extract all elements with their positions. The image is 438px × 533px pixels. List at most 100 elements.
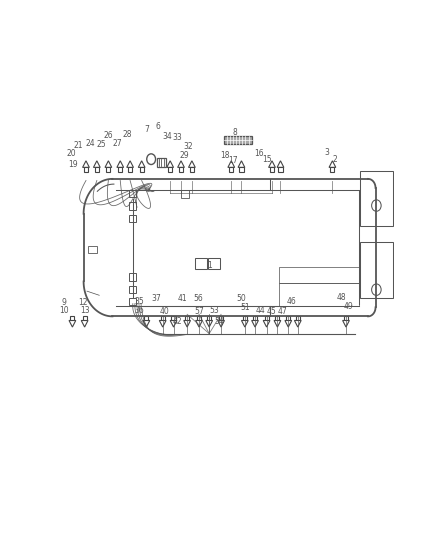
Polygon shape	[329, 161, 336, 167]
Bar	[130, 190, 136, 197]
Polygon shape	[105, 161, 112, 167]
Bar	[279, 167, 283, 172]
Text: 6: 6	[155, 122, 160, 131]
Bar	[181, 190, 189, 198]
Text: 19: 19	[68, 159, 78, 168]
Bar	[71, 316, 74, 320]
Bar	[88, 246, 96, 253]
Bar	[140, 167, 144, 172]
Polygon shape	[83, 161, 89, 167]
Bar	[276, 316, 279, 320]
Bar	[118, 167, 122, 172]
Bar	[296, 316, 300, 320]
Polygon shape	[170, 320, 177, 327]
Text: 54: 54	[215, 317, 225, 326]
Bar	[172, 316, 176, 320]
Polygon shape	[184, 320, 191, 327]
Bar	[190, 167, 194, 172]
Bar	[106, 167, 110, 172]
Bar	[219, 316, 223, 320]
Text: 46: 46	[286, 297, 296, 306]
Text: 41: 41	[177, 294, 187, 303]
Polygon shape	[228, 161, 235, 167]
Text: 34: 34	[162, 132, 172, 141]
Bar	[168, 167, 172, 172]
Text: 26: 26	[103, 131, 113, 140]
Polygon shape	[127, 161, 134, 167]
Text: 1: 1	[207, 261, 212, 270]
Polygon shape	[218, 320, 224, 327]
Text: 13: 13	[81, 306, 90, 314]
Text: 45: 45	[266, 306, 276, 316]
Polygon shape	[143, 320, 150, 327]
Text: 16: 16	[254, 149, 264, 158]
Polygon shape	[294, 320, 301, 327]
Bar	[279, 266, 359, 283]
Text: 50: 50	[237, 294, 246, 303]
Bar	[344, 316, 348, 320]
Text: 35: 35	[134, 297, 144, 306]
Text: 49: 49	[343, 302, 353, 311]
Bar	[330, 167, 335, 172]
Polygon shape	[188, 161, 195, 167]
Text: 20: 20	[67, 149, 77, 158]
Bar	[185, 316, 189, 320]
Text: 18: 18	[220, 150, 230, 159]
Text: 21: 21	[73, 141, 83, 150]
Text: 9: 9	[61, 298, 66, 308]
Polygon shape	[263, 320, 270, 327]
Text: 10: 10	[59, 306, 68, 314]
Text: 17: 17	[228, 156, 237, 165]
Text: 3: 3	[325, 148, 329, 157]
Polygon shape	[178, 161, 184, 167]
Bar	[286, 316, 290, 320]
Text: 33: 33	[172, 133, 182, 142]
Text: 48: 48	[336, 293, 346, 302]
Polygon shape	[159, 320, 166, 327]
Polygon shape	[69, 320, 76, 327]
Text: 7: 7	[144, 125, 149, 134]
Polygon shape	[343, 320, 350, 327]
Text: 32: 32	[184, 142, 193, 150]
Polygon shape	[206, 320, 212, 327]
Bar	[279, 283, 359, 306]
Text: 40: 40	[160, 306, 170, 316]
Bar	[145, 316, 148, 320]
Text: 37: 37	[152, 294, 162, 303]
Bar	[179, 167, 183, 172]
Bar	[95, 167, 99, 172]
Bar	[265, 316, 268, 320]
Bar	[161, 316, 165, 320]
Text: 28: 28	[122, 130, 132, 139]
Text: 47: 47	[277, 306, 287, 316]
Text: 27: 27	[113, 139, 122, 148]
Bar	[253, 316, 257, 320]
Bar	[224, 136, 251, 143]
Text: 57: 57	[194, 306, 204, 316]
Text: 24: 24	[86, 139, 95, 148]
Bar	[130, 286, 136, 293]
Bar	[207, 316, 211, 320]
Bar	[82, 316, 87, 320]
Bar	[84, 167, 88, 172]
Polygon shape	[285, 320, 292, 327]
Polygon shape	[167, 161, 173, 167]
Bar	[270, 167, 274, 172]
Polygon shape	[138, 161, 145, 167]
Polygon shape	[81, 320, 88, 327]
Text: 12: 12	[78, 298, 87, 308]
Polygon shape	[196, 320, 202, 327]
Bar	[240, 167, 244, 172]
Text: 56: 56	[193, 294, 203, 303]
Polygon shape	[241, 320, 248, 327]
Bar	[130, 273, 136, 281]
Polygon shape	[117, 161, 124, 167]
Bar	[229, 167, 233, 172]
Polygon shape	[277, 161, 284, 167]
Bar	[130, 202, 136, 209]
Bar	[208, 259, 220, 269]
Bar	[157, 158, 166, 167]
Text: 29: 29	[180, 151, 190, 160]
Polygon shape	[268, 161, 276, 167]
Text: 36: 36	[135, 306, 145, 314]
